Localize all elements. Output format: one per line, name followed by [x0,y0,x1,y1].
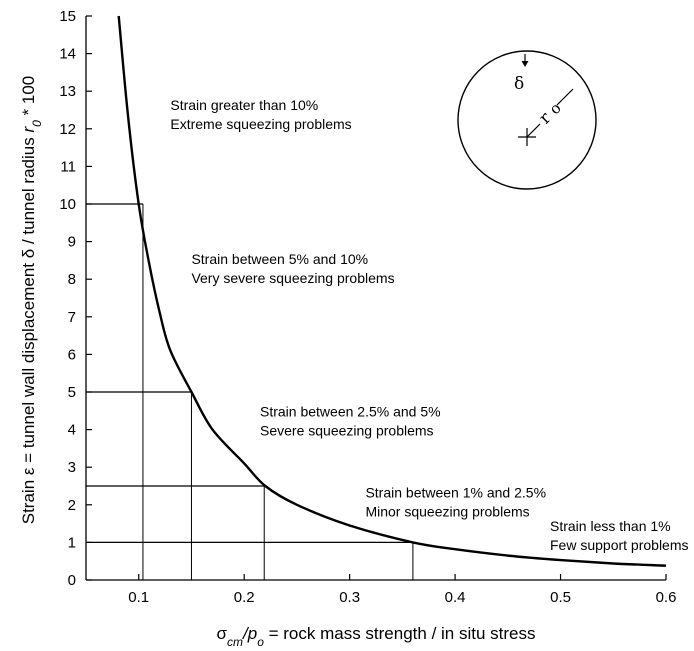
x-tick-label: 0.1 [128,589,149,606]
x-axis-title: σcm/po = rock mass strength / in situ st… [217,624,536,649]
y-tick-label: 11 [60,158,76,175]
annotation-line1: Strain between 5% and 10% [191,251,368,267]
y-tick-label: 12 [59,121,76,138]
y-tick-label: 3 [68,459,76,476]
y-tick-label: 0 [68,572,76,589]
y-tick-label: 5 [68,384,76,401]
y-tick-label: 13 [59,83,76,100]
annotation-line2: Extreme squeezing problems [170,116,351,132]
tunnel-circle [457,50,597,190]
displacement-arrow-head [521,61,529,67]
y-tick-label: 2 [68,497,76,514]
annotation-line1: Strain between 1% and 2.5% [365,484,546,500]
annotation-line1: Strain less than 1% [550,518,671,534]
strain-curve [117,15,667,567]
x-ticks: 0.1 0.2 0.3 0.4 0.5 0.6 [128,574,676,606]
annotation-line1: Strain greater than 10% [170,97,318,113]
x-tick-label: 0.5 [550,589,571,606]
annotation-line2: Few support problems [550,537,689,553]
tunnel-inset-diagram: δ r o [457,50,597,190]
y-tick-label: 1 [68,534,76,551]
y-tick-label: 8 [68,271,76,288]
annotation-line1: Strain between 2.5% and 5% [260,403,441,419]
y-tick-label: 10 [59,196,76,213]
threshold-lines [86,203,414,580]
inset-delta-label: δ [514,74,524,94]
y-tick-label: 9 [68,234,76,251]
y-tick-label: 6 [68,346,76,363]
radius-line-lower [526,123,541,138]
y-tick-label: 7 [68,309,76,326]
annotations: Strain greater than 10% Extreme squeezing… [170,97,688,553]
x-tick-label: 0.4 [445,589,466,606]
y-tick-label: 4 [68,422,76,439]
y-axis-title: Strain ε = tunnel wall displacement δ / … [19,76,44,525]
x-tick-label: 0.3 [339,589,360,606]
x-tick-label: 0.6 [656,589,677,606]
y-tick-label: 14 [59,46,76,63]
y-tick-label: 15 [59,8,76,25]
x-tick-label: 0.2 [234,589,255,606]
annotation-line2: Minor squeezing problems [365,503,529,519]
radius-line-upper [556,88,574,106]
annotation-line2: Very severe squeezing problems [191,270,394,286]
annotation-line2: Severe squeezing problems [260,422,434,438]
